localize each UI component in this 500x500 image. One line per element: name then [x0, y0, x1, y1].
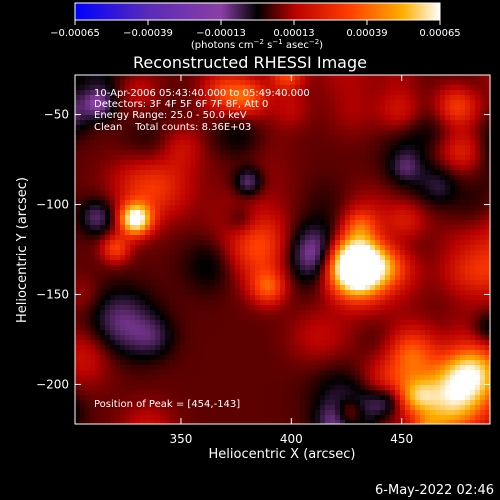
colorbar-tick-label: 0.00065 [419, 28, 460, 39]
colorbar-ticks [74, 20, 441, 25]
heatmap-image [75, 75, 490, 424]
chart-title: Reconstructed RHESSI Image [133, 53, 367, 72]
x-tick-label: 400 [280, 432, 303, 446]
x-tick-label: 450 [390, 432, 413, 446]
colorbar: −0.00065 −0.00039 −0.00013 0.00013 0.00039 0.… [50, 2, 461, 51]
y-axis-label: Heliocentric Y (arcsec) [15, 177, 30, 323]
colorbar-tick-label: 0.00013 [273, 28, 314, 39]
colorbar-tick-label: −0.00013 [196, 28, 246, 39]
observation-info: 10-Apr-2006 05:43:40.000 to 05:49:40.000… [94, 88, 310, 133]
colorbar-tick-label: −0.00039 [123, 28, 173, 39]
y-tick-label: −200 [36, 377, 69, 391]
x-axis-ticks: 350 400 450 [170, 75, 413, 446]
colorbar-strip [74, 2, 441, 21]
info-line-detectors: Detectors: 3F 4F 5F 6F 7F 8F, Att 0 [94, 99, 268, 110]
y-tick-label: −150 [36, 287, 69, 301]
info-line-energy: Energy Range: 25.0 - 50.0 keV [94, 110, 247, 121]
colorbar-unit-label: (photons cm−2 s−1 asec−2) [191, 38, 323, 51]
info-line-counts: Clean Total counts: 8.36E+03 [94, 122, 251, 133]
colorbar-tick-label: −0.00065 [50, 28, 100, 39]
plot-frame [74, 74, 491, 425]
x-tick-label: 350 [170, 432, 193, 446]
colorbar-tick-labels: −0.00065 −0.00039 −0.00013 0.00013 0.00039 0.… [50, 28, 461, 39]
y-axis-ticks: −50 −100 −150 −200 [36, 108, 490, 391]
peak-position-label: Position of Peak = [454,-143] [94, 399, 240, 410]
y-tick-label: −100 [36, 198, 69, 212]
y-tick-label: −50 [44, 108, 69, 122]
colorbar-tick-label: 0.00039 [346, 28, 387, 39]
footer-date: 6-May-2022 02:46 [375, 483, 494, 498]
x-axis-label: Heliocentric X (arcsec) [209, 447, 356, 462]
info-line-time: 10-Apr-2006 05:43:40.000 to 05:49:40.000 [94, 88, 310, 99]
